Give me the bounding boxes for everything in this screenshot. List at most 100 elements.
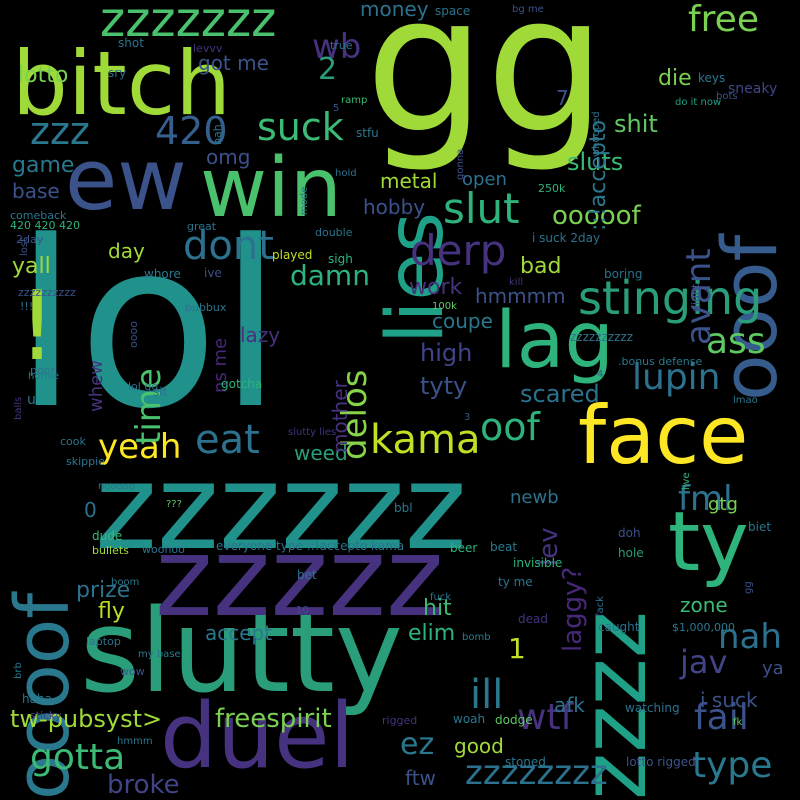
cloud-word-high: high bbox=[420, 339, 473, 367]
cloud-word-lag: lag bbox=[495, 296, 614, 386]
cloud-word-gg: gg bbox=[365, 0, 607, 175]
cloud-word-ya: ya bbox=[762, 658, 784, 679]
cloud-word-double: double bbox=[315, 226, 353, 239]
cloud-word-die: die bbox=[658, 66, 692, 91]
cloud-word-zone: zone bbox=[680, 593, 728, 617]
cloud-word-tw-pubsyst: tw-pubsyst> bbox=[10, 705, 163, 733]
cloud-word-2: 2 bbox=[318, 52, 338, 87]
cloud-word-fly: fly bbox=[98, 599, 125, 624]
cloud-word-ty: ty bbox=[668, 495, 749, 590]
cloud-word-bet: bet bbox=[297, 568, 317, 582]
cloud-word-hmmmm: hmmmm bbox=[475, 284, 566, 308]
cloud-word-dodge: dodge bbox=[495, 713, 533, 727]
cloud-word-sneaky: sneaky bbox=[728, 81, 778, 97]
cloud-word-caught: caught bbox=[598, 620, 640, 634]
cloud-word-symbol: !!! bbox=[20, 300, 34, 313]
cloud-word-zzzzzzzzzz: zzzzzzzzzz bbox=[18, 286, 76, 299]
cloud-word-base: base bbox=[12, 179, 60, 203]
cloud-word-balls: balls bbox=[13, 396, 24, 420]
cloud-word-zzzzzzzz: zzzzzzzz bbox=[465, 753, 608, 793]
cloud-word-derp: derp bbox=[410, 226, 507, 275]
cloud-word-lupin: lupin bbox=[632, 357, 721, 398]
cloud-word-face: face bbox=[578, 389, 749, 482]
cloud-word-omg: omg bbox=[206, 145, 251, 169]
cloud-word-damn: damn bbox=[290, 259, 370, 292]
cloud-word-0: 0 bbox=[84, 498, 97, 522]
cloud-word-oooo: oooo bbox=[127, 321, 140, 348]
cloud-word-zzzzzz: zzzzzz bbox=[95, 438, 467, 576]
cloud-word-dont: dont bbox=[183, 223, 274, 269]
cloud-word-lmao: lmao bbox=[733, 395, 758, 406]
cloud-word-gtg: gtg bbox=[708, 494, 738, 515]
cloud-word-bbl: bbl bbox=[394, 501, 413, 515]
cloud-word-afk: afk bbox=[554, 693, 585, 717]
cloud-word-hit: hit bbox=[423, 596, 452, 621]
cloud-word-sit: sit bbox=[153, 385, 168, 399]
cloud-word-i-suck: i suck bbox=[700, 688, 758, 712]
cloud-word-stinging: stinging bbox=[578, 271, 763, 325]
cloud-word-wtf: wtf bbox=[517, 697, 574, 738]
cloud-word-laptop: laptop bbox=[86, 635, 121, 648]
cloud-word-ew: ew bbox=[65, 131, 187, 230]
cloud-word-biet: biet bbox=[748, 520, 772, 534]
cloud-word-lol-gg: lol gg bbox=[128, 380, 159, 393]
cloud-word-gotcha: gotcha bbox=[221, 377, 263, 391]
cloud-word-3: 3 bbox=[464, 412, 471, 423]
cloud-word-stoned: stoned bbox=[505, 755, 546, 769]
cloud-word-invisible: invisible bbox=[513, 556, 563, 570]
cloud-word-420-420-420: 420 420 420 bbox=[10, 219, 80, 232]
cloud-word-ive: ive bbox=[204, 266, 222, 280]
cloud-word-shit: shit bbox=[614, 110, 658, 138]
cloud-word-laggy: laggy? bbox=[558, 566, 588, 652]
cloud-word-7: 7 bbox=[556, 86, 569, 110]
cloud-word-250k: 250k bbox=[538, 182, 566, 195]
cloud-word-poor: poor bbox=[30, 364, 55, 377]
cloud-word-ooooof: ooooof bbox=[552, 201, 641, 231]
cloud-word-comeback: comeback bbox=[10, 209, 67, 222]
cloud-word-1: 1 bbox=[508, 632, 526, 665]
cloud-word-mode: mode bbox=[299, 186, 310, 215]
cloud-word-fack: fack bbox=[595, 596, 606, 617]
cloud-word-zzzzzzz: zzzzzzz bbox=[100, 0, 277, 48]
cloud-word-suck: suck bbox=[257, 105, 344, 149]
cloud-word-10: 10 bbox=[296, 605, 309, 616]
cloud-word-didnt: didnt bbox=[689, 283, 702, 312]
cloud-word-homie: homie bbox=[28, 371, 60, 382]
cloud-word-gg: gg bbox=[743, 581, 754, 594]
cloud-word-woah: woah bbox=[453, 712, 486, 726]
cloud-word-hobby: hobby bbox=[363, 195, 426, 219]
cloud-word-jav: jav bbox=[680, 643, 728, 681]
cloud-word-freespirit: freespirit bbox=[215, 704, 332, 734]
cloud-word-scared: scared bbox=[520, 380, 600, 408]
cloud-word-great: great bbox=[187, 220, 217, 233]
cloud-word-levvv: levvv bbox=[193, 42, 223, 55]
cloud-word-nooooo: nooooo bbox=[98, 481, 135, 492]
cloud-word-fml: fml bbox=[678, 479, 733, 519]
cloud-word-haha: haha bbox=[22, 692, 52, 706]
cloud-word-doh: doh bbox=[618, 526, 641, 540]
cloud-word-nah: nah bbox=[718, 617, 782, 657]
cloud-word-keys: keys bbox=[698, 71, 726, 85]
cloud-word-symbol: ! bbox=[18, 272, 57, 382]
cloud-word-beer: beer bbox=[450, 541, 478, 555]
cloud-word-live: live bbox=[681, 472, 692, 490]
cloud-word-1-000-000: $1,000,000 bbox=[672, 621, 735, 634]
cloud-word-sluts: sluts bbox=[567, 148, 624, 176]
cloud-word-sigh: sigh bbox=[328, 252, 353, 266]
cloud-word-pubbux: pubbux bbox=[185, 301, 227, 314]
cloud-word-brb: brb bbox=[13, 662, 24, 679]
cloud-word-gotta: gotta bbox=[30, 737, 126, 778]
cloud-word-coupe: coupe bbox=[432, 309, 493, 333]
cloud-word-work: work bbox=[409, 275, 463, 300]
cloud-word-open: open bbox=[462, 169, 507, 190]
cloud-word-sticky: sticky bbox=[30, 709, 62, 722]
cloud-word-whore: whore bbox=[144, 267, 181, 281]
cloud-word-zzzzzzzzzz: zzzzzzzzzz bbox=[570, 330, 633, 344]
cloud-word-eat: eat bbox=[195, 417, 260, 463]
cloud-word-duel: duel bbox=[160, 684, 355, 789]
cloud-word-bonus-defense: .bonus defense bbox=[618, 355, 703, 368]
cloud-word-4: 4 bbox=[597, 369, 604, 380]
cloud-word-cook: cook bbox=[60, 435, 86, 448]
cloud-word-skippie: skippie bbox=[66, 455, 105, 468]
